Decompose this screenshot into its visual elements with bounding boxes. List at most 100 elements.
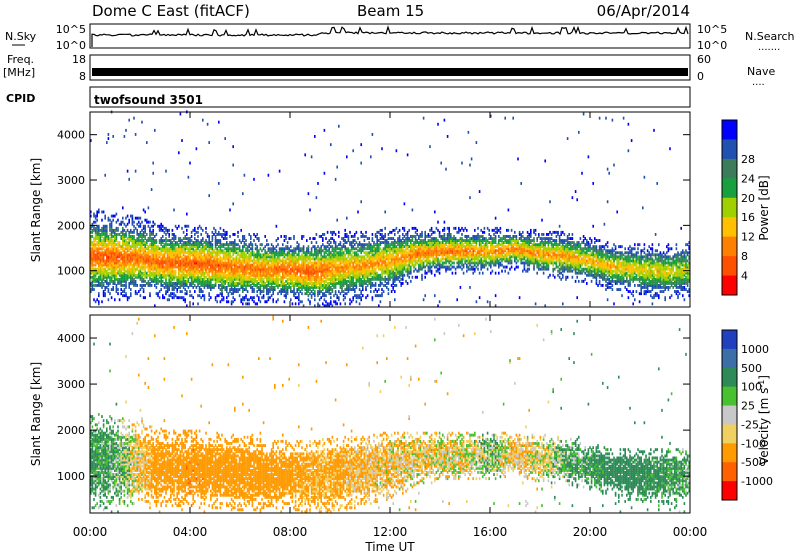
echo-cell — [110, 273, 113, 277]
echo-cell — [358, 288, 361, 291]
echo-cell — [232, 249, 234, 253]
echo-cell — [149, 273, 151, 277]
echo-cell — [291, 267, 294, 271]
echo-cell — [149, 220, 151, 224]
echo-cell — [240, 259, 242, 263]
echo-cell — [234, 259, 236, 263]
echo-cell — [234, 247, 236, 251]
echo-cell — [123, 243, 126, 247]
echo-cell — [301, 235, 303, 238]
echo-cell — [310, 294, 313, 298]
echo-cell — [374, 271, 377, 275]
echo-cell — [186, 212, 188, 216]
echo-cell — [187, 239, 190, 242]
echo-cell — [318, 298, 321, 302]
echo-cell — [314, 282, 316, 285]
echo-cell — [318, 279, 321, 283]
echo-cell — [197, 259, 199, 263]
echo-cell — [112, 261, 114, 265]
echo-cell — [240, 284, 242, 287]
echo-cell — [347, 239, 350, 242]
echo-cell — [411, 263, 414, 267]
echo-cell — [320, 251, 322, 255]
echo-cell — [261, 259, 263, 263]
echo-cell — [402, 226, 404, 230]
echo-cell — [326, 284, 329, 287]
echo-cell — [107, 253, 110, 257]
echo-cell — [344, 253, 346, 257]
echo-cell — [168, 239, 170, 242]
echo-cell — [130, 245, 132, 249]
echo-cell — [219, 249, 222, 253]
echo-cell — [307, 273, 310, 277]
echo-cell — [192, 249, 194, 253]
echo-cell — [301, 279, 303, 283]
echo-cell — [405, 263, 407, 267]
echo-cell — [208, 255, 210, 259]
echo-cell — [293, 290, 295, 293]
nsearch-label: N.Search — [745, 30, 795, 43]
echo-cell — [360, 247, 362, 251]
echo-cell — [131, 269, 134, 273]
echo-cell — [203, 286, 206, 289]
echo-cell — [150, 251, 153, 255]
echo-cell — [189, 253, 191, 257]
echo-cell — [91, 241, 94, 244]
echo-cell — [227, 255, 230, 259]
echo-cell — [270, 286, 273, 289]
echo-cell — [160, 224, 162, 228]
echo-cell — [405, 251, 407, 255]
echo-cell — [182, 261, 185, 265]
echo-cell — [360, 269, 362, 273]
echo-cell — [197, 255, 199, 259]
echo-cell — [352, 265, 354, 269]
echo-cell — [230, 267, 233, 271]
echo-cell — [278, 284, 281, 287]
echo-cell — [317, 271, 319, 275]
echo-cell — [331, 269, 334, 273]
echo-cell — [266, 269, 268, 273]
echo-cell — [254, 235, 257, 238]
echo-cell — [288, 277, 290, 281]
echo-cell — [96, 235, 98, 238]
echo-cell — [118, 277, 121, 281]
echo-cell — [381, 259, 383, 263]
echo-cell — [102, 228, 105, 232]
echo-cell — [152, 275, 154, 279]
echo-cell — [142, 226, 145, 230]
echo-cell — [285, 235, 287, 238]
echo-cell — [227, 284, 230, 287]
echo-cell — [205, 269, 207, 273]
echo-cell — [150, 243, 153, 247]
freq-trace — [92, 68, 688, 76]
echo-cell — [155, 253, 158, 257]
echo-cell — [248, 255, 250, 259]
echo-cell — [101, 210, 103, 214]
echo-cell — [322, 263, 324, 267]
echo-cell — [362, 255, 364, 259]
echo-cell — [229, 271, 231, 275]
echo-cell — [149, 271, 151, 275]
echo-cell — [296, 296, 298, 300]
echo-cell — [142, 296, 145, 300]
echo-cell — [198, 282, 201, 285]
echo-cell — [152, 265, 154, 269]
echo-cell — [218, 245, 220, 249]
echo-cell — [394, 257, 396, 261]
echo-cell — [179, 267, 182, 271]
echo-cell — [306, 251, 308, 255]
echo-cell — [408, 237, 410, 240]
echo-cell — [190, 235, 193, 238]
echo-cell — [110, 255, 113, 259]
echo-cell — [91, 261, 94, 265]
echo-cell — [224, 255, 226, 259]
echo-cell — [421, 275, 423, 279]
echo-cell — [126, 169, 129, 173]
echo-cell — [200, 282, 202, 285]
echo-cell — [115, 212, 118, 216]
echo-cell — [320, 296, 322, 300]
echo-cell — [150, 239, 153, 242]
echo-cell — [330, 296, 332, 300]
echo-cell — [403, 267, 406, 271]
echo-cell — [326, 241, 329, 244]
